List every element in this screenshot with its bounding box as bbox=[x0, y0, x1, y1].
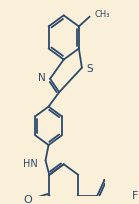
Text: N: N bbox=[38, 73, 45, 83]
Text: O: O bbox=[23, 195, 32, 204]
Text: S: S bbox=[86, 64, 93, 74]
Text: CH₃: CH₃ bbox=[95, 10, 110, 19]
Text: HN: HN bbox=[23, 159, 38, 169]
Text: F: F bbox=[132, 191, 138, 201]
